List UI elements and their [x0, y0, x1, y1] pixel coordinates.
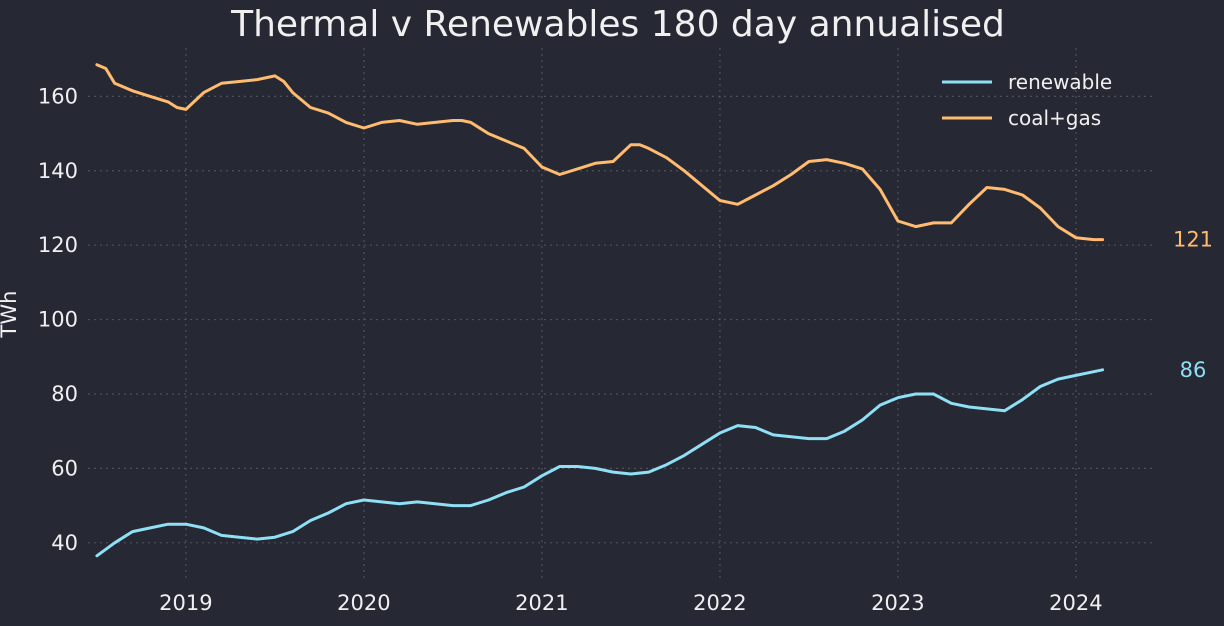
x-tick-label: 2020 — [337, 591, 390, 615]
y-tick-label: 40 — [51, 531, 78, 555]
y-tick-label: 80 — [51, 382, 78, 406]
end-value-label: 121 — [1173, 228, 1213, 252]
x-tick-label: 2022 — [693, 591, 746, 615]
series-layer — [95, 63, 1105, 558]
chart-title: Thermal v Renewables 180 day annualised — [230, 4, 1005, 45]
y-tick-label: 60 — [51, 456, 78, 480]
x-tick-label: 2024 — [1049, 591, 1102, 615]
end-labels: 86 121 — [1173, 228, 1213, 382]
x-tick-label: 2023 — [871, 591, 924, 615]
y-axis-ticks: 40 60 80 100 120 140 160 — [38, 84, 78, 554]
y-tick-label: 160 — [38, 84, 78, 108]
y-tick-label: 120 — [38, 233, 78, 257]
legend-label: renewable — [1008, 70, 1112, 94]
x-axis-ticks: 2019 2020 2021 2022 2023 2024 — [159, 591, 1102, 615]
y-tick-label: 140 — [38, 159, 78, 183]
y-tick-label: 100 — [38, 308, 78, 332]
x-tick-label: 2019 — [159, 591, 212, 615]
legend-label: coal+gas — [1008, 106, 1101, 130]
y-axis-label: TWh — [0, 291, 21, 339]
series-line-coal-gas — [95, 63, 1105, 242]
end-value-label: 86 — [1180, 358, 1207, 382]
x-tick-label: 2021 — [515, 591, 568, 615]
grid-lines — [88, 48, 1156, 580]
series-line-renewable — [95, 368, 1105, 558]
legend: renewable coal+gas — [942, 70, 1112, 130]
